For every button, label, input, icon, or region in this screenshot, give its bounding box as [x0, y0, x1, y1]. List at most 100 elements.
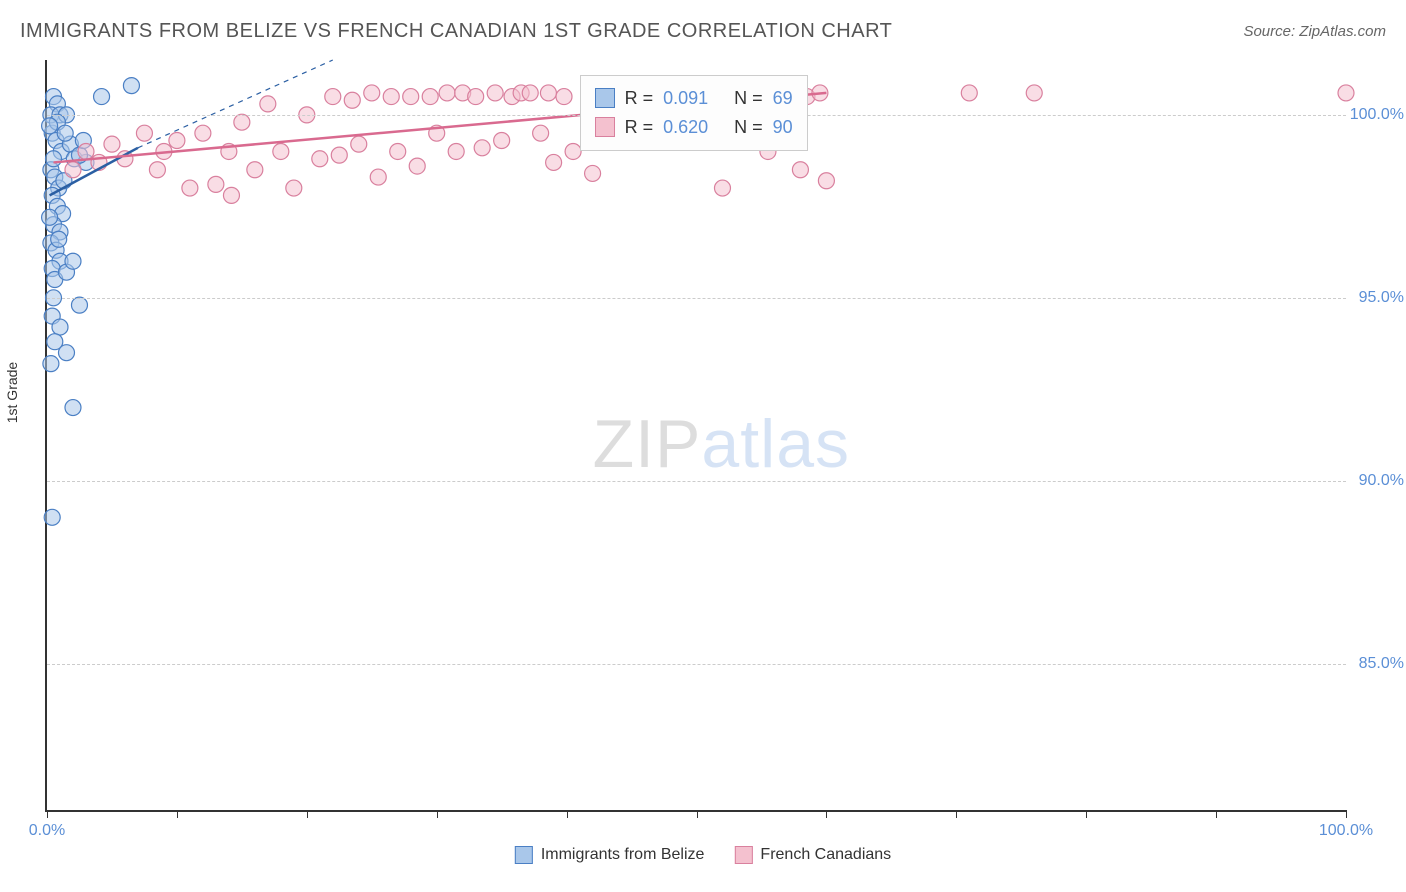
stat-n-value: 90 — [773, 113, 793, 142]
legend-item: French Canadians — [734, 846, 891, 864]
data-point — [43, 356, 59, 372]
gridline — [47, 298, 1346, 299]
legend-item: Immigrants from Belize — [515, 846, 705, 864]
data-point — [364, 85, 380, 101]
stat-r-value: 0.620 — [663, 113, 708, 142]
data-point — [149, 162, 165, 178]
data-point — [58, 345, 74, 361]
data-point — [474, 140, 490, 156]
stats-row: R = 0.091 N = 69 — [595, 84, 793, 113]
data-point — [556, 89, 572, 105]
x-tick — [697, 810, 698, 818]
y-tick-label: 85.0% — [1359, 655, 1404, 673]
stat-r-value: 0.091 — [663, 84, 708, 113]
trend-line-ext — [138, 60, 333, 148]
data-point — [409, 158, 425, 174]
data-point — [1338, 85, 1354, 101]
data-point — [961, 85, 977, 101]
x-tick-label: 100.0% — [1319, 822, 1373, 840]
data-point — [44, 509, 60, 525]
data-point — [792, 162, 808, 178]
data-point — [208, 176, 224, 192]
legend-label: Immigrants from Belize — [541, 846, 705, 864]
stat-n-label: N = — [734, 84, 763, 113]
data-point — [65, 400, 81, 416]
gridline — [47, 481, 1346, 482]
data-point — [286, 180, 302, 196]
data-point — [136, 125, 152, 141]
data-point — [585, 165, 601, 181]
data-point — [468, 89, 484, 105]
data-point — [123, 78, 139, 94]
data-point — [325, 89, 341, 105]
data-point — [1026, 85, 1042, 101]
data-point — [370, 169, 386, 185]
data-point — [57, 125, 73, 141]
data-point — [273, 143, 289, 159]
data-point — [546, 154, 562, 170]
x-tick — [826, 810, 827, 818]
data-point — [494, 132, 510, 148]
data-point — [487, 85, 503, 101]
stat-r-label: R = — [625, 113, 654, 142]
data-point — [533, 125, 549, 141]
data-point — [448, 143, 464, 159]
data-point — [195, 125, 211, 141]
x-tick — [437, 810, 438, 818]
data-point — [390, 143, 406, 159]
x-tick-label: 0.0% — [29, 822, 65, 840]
x-tick — [1346, 810, 1347, 818]
x-tick — [307, 810, 308, 818]
plot-area: 85.0%90.0%95.0%100.0%0.0%100.0%ZIPatlasR… — [45, 60, 1346, 812]
x-tick — [177, 810, 178, 818]
data-point — [714, 180, 730, 196]
y-tick-label: 100.0% — [1350, 106, 1404, 124]
data-point — [403, 89, 419, 105]
data-point — [65, 162, 81, 178]
stat-n-value: 69 — [773, 84, 793, 113]
chart-title: IMMIGRANTS FROM BELIZE VS FRENCH CANADIA… — [20, 20, 892, 43]
data-point — [383, 89, 399, 105]
y-tick-label: 95.0% — [1359, 289, 1404, 307]
data-point — [818, 173, 834, 189]
chart-source: Source: ZipAtlas.com — [1243, 23, 1386, 40]
data-point — [104, 136, 120, 152]
data-point — [182, 180, 198, 196]
chart-header: IMMIGRANTS FROM BELIZE VS FRENCH CANADIA… — [0, 0, 1406, 53]
x-tick — [956, 810, 957, 818]
data-point — [331, 147, 347, 163]
data-point — [94, 89, 110, 105]
data-point — [45, 151, 61, 167]
legend-label: French Canadians — [760, 846, 891, 864]
legend-swatch — [595, 88, 615, 108]
data-point — [78, 143, 94, 159]
data-point — [169, 132, 185, 148]
stat-n-label: N = — [734, 113, 763, 142]
data-point — [65, 253, 81, 269]
data-point — [351, 136, 367, 152]
data-point — [52, 319, 68, 335]
stats-row: R = 0.620 N = 90 — [595, 113, 793, 142]
legend-swatch — [595, 117, 615, 137]
y-tick-label: 90.0% — [1359, 472, 1404, 490]
x-tick — [1216, 810, 1217, 818]
data-point — [234, 114, 250, 130]
gridline — [47, 664, 1346, 665]
plot-svg — [47, 60, 1346, 810]
data-point — [522, 85, 538, 101]
data-point — [42, 209, 58, 225]
stat-r-label: R = — [625, 84, 654, 113]
data-point — [422, 89, 438, 105]
legend-swatch — [734, 846, 752, 864]
x-tick — [567, 810, 568, 818]
legend-swatch — [515, 846, 533, 864]
data-point — [344, 92, 360, 108]
data-point — [223, 187, 239, 203]
data-point — [540, 85, 556, 101]
x-tick — [1086, 810, 1087, 818]
data-point — [247, 162, 263, 178]
y-axis-label: 1st Grade — [4, 362, 20, 423]
data-point — [312, 151, 328, 167]
bottom-legend: Immigrants from Belize French Canadians — [515, 846, 891, 864]
stats-box: R = 0.091 N = 69 R = 0.620 N = 90 — [580, 75, 808, 151]
